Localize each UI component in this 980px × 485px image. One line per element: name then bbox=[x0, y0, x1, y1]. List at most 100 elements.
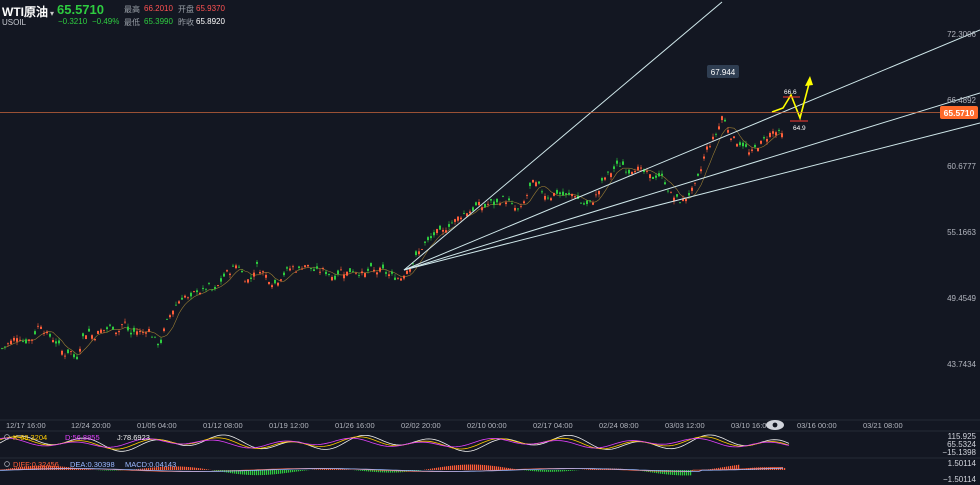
candle bbox=[478, 199, 480, 206]
candle bbox=[670, 191, 672, 194]
candle bbox=[385, 270, 387, 277]
candle bbox=[781, 130, 783, 139]
candle bbox=[559, 191, 561, 198]
macd-bar bbox=[150, 467, 152, 470]
macd-bar bbox=[268, 470, 270, 475]
candle bbox=[34, 329, 36, 336]
x-tick-label: 03/10 16:00 bbox=[731, 421, 771, 430]
macd-bar bbox=[282, 470, 284, 474]
macd-bar bbox=[730, 465, 732, 470]
candle bbox=[154, 336, 156, 339]
candle bbox=[505, 200, 507, 207]
macd-bar bbox=[364, 470, 366, 472]
macd-bar bbox=[332, 468, 334, 470]
macd-bar bbox=[438, 467, 440, 470]
macd-bar bbox=[388, 470, 390, 473]
candle bbox=[658, 170, 660, 178]
macd-bar bbox=[272, 470, 274, 475]
candle bbox=[382, 261, 384, 270]
candle bbox=[307, 264, 309, 269]
y-axis: 72.3006 66.4892 60.6777 55.1663 49.4549 … bbox=[947, 30, 976, 369]
macd-bar bbox=[430, 468, 432, 470]
kdj-y-axis: 115.925 65.5324 −15.1398 bbox=[942, 432, 976, 457]
macd-bar bbox=[32, 465, 34, 470]
candle bbox=[118, 329, 120, 336]
macd-bar bbox=[108, 470, 110, 471]
macd-bar bbox=[654, 470, 656, 473]
x-tick-label: 03/21 08:00 bbox=[863, 421, 903, 430]
macd-bar bbox=[564, 470, 566, 472]
candle bbox=[442, 227, 444, 235]
candle bbox=[712, 133, 714, 142]
macd-bar bbox=[248, 470, 250, 475]
candle bbox=[217, 284, 219, 287]
macd-bar bbox=[738, 464, 740, 470]
candle bbox=[700, 166, 702, 174]
x-tick-label: 02/17 04:00 bbox=[533, 421, 573, 430]
macd-bar bbox=[474, 464, 476, 470]
macd-bar bbox=[538, 470, 540, 472]
candle bbox=[493, 199, 495, 209]
macd-bar bbox=[182, 466, 184, 470]
candle bbox=[457, 215, 459, 223]
macd-bar bbox=[242, 470, 244, 475]
symbol-code: USOIL bbox=[2, 18, 27, 27]
candle bbox=[397, 277, 399, 280]
candle bbox=[16, 334, 18, 346]
x-tick-label: 03/16 00:00 bbox=[797, 421, 837, 430]
macd-bar bbox=[264, 470, 266, 475]
macd-bar bbox=[470, 464, 472, 470]
candle bbox=[706, 143, 708, 153]
symbol-selector[interactable]: WTI原油 ▾ bbox=[2, 3, 54, 20]
candle bbox=[286, 266, 288, 272]
macd-bar bbox=[138, 468, 140, 470]
macd-bar bbox=[482, 464, 484, 470]
macd-panel bbox=[0, 464, 786, 476]
candle bbox=[445, 227, 447, 234]
x-tick-label: 12/24 20:00 bbox=[71, 421, 111, 430]
candle bbox=[358, 272, 360, 278]
candle bbox=[316, 263, 318, 270]
macd-bar bbox=[52, 465, 54, 470]
macd-bar bbox=[368, 470, 370, 472]
candle bbox=[496, 198, 498, 205]
macd-bar bbox=[170, 466, 172, 470]
macd-bar bbox=[246, 470, 248, 475]
candle bbox=[151, 335, 153, 338]
candle bbox=[166, 318, 168, 321]
eye-icon[interactable] bbox=[4, 434, 10, 440]
trendline[interactable] bbox=[403, 29, 980, 271]
macd-bar bbox=[678, 470, 680, 476]
candle bbox=[64, 353, 66, 360]
forecast-path bbox=[771, 79, 811, 121]
candle bbox=[391, 269, 393, 276]
candle bbox=[55, 338, 57, 347]
candle bbox=[205, 288, 207, 292]
macd-bar bbox=[334, 469, 336, 470]
eye-icon[interactable] bbox=[766, 420, 784, 430]
macd-bar bbox=[490, 465, 492, 470]
macd-bar bbox=[440, 467, 442, 470]
candle bbox=[70, 350, 72, 356]
macd-bar bbox=[432, 468, 434, 470]
trendline[interactable] bbox=[403, 92, 980, 271]
candle bbox=[673, 195, 675, 205]
candle bbox=[337, 269, 339, 277]
macd-bar bbox=[270, 470, 272, 475]
macd-bar bbox=[558, 470, 560, 472]
eye-icon[interactable] bbox=[4, 461, 10, 467]
macd-bar bbox=[250, 470, 252, 476]
macd-bar bbox=[338, 469, 340, 470]
candle bbox=[1, 347, 3, 350]
legend-entry: D:56.8855 bbox=[65, 433, 100, 442]
trendline[interactable] bbox=[403, 122, 980, 271]
diff-line bbox=[0, 467, 784, 472]
candle bbox=[394, 274, 396, 281]
candle bbox=[223, 272, 225, 277]
trendline[interactable] bbox=[403, 1, 723, 271]
macd-bar bbox=[176, 466, 178, 470]
macd-bar bbox=[468, 464, 470, 470]
candle bbox=[280, 278, 282, 283]
oscillator-line bbox=[0, 437, 790, 449]
